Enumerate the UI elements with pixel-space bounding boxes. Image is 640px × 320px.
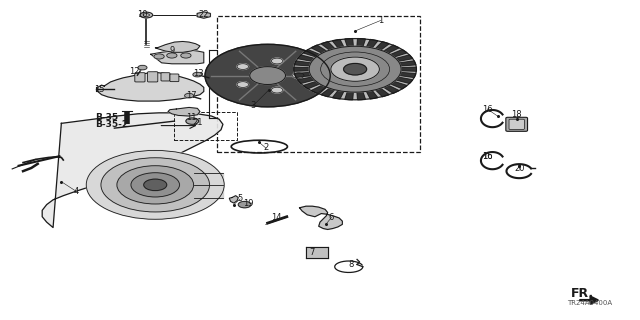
Circle shape <box>237 64 248 69</box>
Polygon shape <box>399 61 416 66</box>
Circle shape <box>205 44 330 107</box>
Polygon shape <box>303 82 320 89</box>
Text: 9: 9 <box>169 45 175 55</box>
Polygon shape <box>151 50 204 64</box>
Circle shape <box>180 53 191 58</box>
Circle shape <box>193 72 202 77</box>
Polygon shape <box>229 196 238 203</box>
Text: 21: 21 <box>192 118 203 127</box>
Text: 19: 19 <box>243 199 253 208</box>
Polygon shape <box>298 55 314 61</box>
Text: 8: 8 <box>348 260 353 269</box>
Circle shape <box>101 158 209 212</box>
Circle shape <box>271 58 283 64</box>
Text: 20: 20 <box>514 164 525 173</box>
Polygon shape <box>168 108 200 116</box>
Polygon shape <box>311 85 326 93</box>
Text: 14: 14 <box>271 213 282 222</box>
Circle shape <box>138 65 147 70</box>
FancyBboxPatch shape <box>135 73 145 82</box>
FancyBboxPatch shape <box>509 119 524 129</box>
Polygon shape <box>300 206 342 229</box>
Circle shape <box>167 53 177 58</box>
Polygon shape <box>294 61 311 66</box>
Text: 1: 1 <box>378 16 383 25</box>
FancyBboxPatch shape <box>170 74 179 82</box>
Polygon shape <box>42 113 223 228</box>
Polygon shape <box>311 45 326 53</box>
Text: 2: 2 <box>263 143 268 152</box>
Text: 13: 13 <box>193 69 204 78</box>
Polygon shape <box>345 92 353 100</box>
Polygon shape <box>197 12 211 18</box>
Text: 5: 5 <box>237 194 243 204</box>
Polygon shape <box>357 92 365 100</box>
Polygon shape <box>321 42 335 50</box>
FancyBboxPatch shape <box>506 117 527 131</box>
Polygon shape <box>367 40 378 48</box>
Bar <box>174 112 237 140</box>
Circle shape <box>250 67 285 84</box>
Polygon shape <box>333 91 344 99</box>
Text: 17: 17 <box>186 91 196 100</box>
Polygon shape <box>367 91 378 99</box>
Circle shape <box>292 73 304 78</box>
Text: 11: 11 <box>186 114 196 123</box>
Circle shape <box>294 39 417 100</box>
Polygon shape <box>376 42 389 50</box>
Circle shape <box>238 201 251 208</box>
Circle shape <box>184 93 193 98</box>
Text: B-35: B-35 <box>95 114 118 123</box>
Polygon shape <box>345 39 353 47</box>
Polygon shape <box>396 55 413 61</box>
Polygon shape <box>357 39 365 47</box>
Circle shape <box>131 173 179 197</box>
Text: 16: 16 <box>482 105 493 114</box>
Circle shape <box>144 179 167 191</box>
Text: 7: 7 <box>310 248 315 257</box>
Text: 16: 16 <box>482 152 493 161</box>
Polygon shape <box>333 40 344 48</box>
Text: 16: 16 <box>482 152 493 161</box>
Text: 4: 4 <box>74 187 79 196</box>
Polygon shape <box>401 67 416 71</box>
Circle shape <box>271 87 283 93</box>
Polygon shape <box>396 77 413 84</box>
Circle shape <box>331 57 380 81</box>
Circle shape <box>186 118 198 124</box>
Text: B-35-2: B-35-2 <box>95 120 129 130</box>
Circle shape <box>344 63 367 75</box>
Polygon shape <box>298 77 314 84</box>
Text: 10: 10 <box>137 10 148 19</box>
Polygon shape <box>390 50 407 57</box>
Circle shape <box>117 166 193 204</box>
Polygon shape <box>156 42 200 52</box>
Text: 3: 3 <box>250 101 255 110</box>
Polygon shape <box>384 45 399 53</box>
Polygon shape <box>399 73 416 77</box>
Text: TR24A0400A: TR24A0400A <box>567 300 612 306</box>
Text: FR.: FR. <box>571 286 594 300</box>
Text: 22: 22 <box>198 10 209 19</box>
Polygon shape <box>98 72 204 101</box>
Ellipse shape <box>140 12 153 18</box>
Polygon shape <box>376 88 389 97</box>
Text: 18: 18 <box>511 110 522 119</box>
Polygon shape <box>294 73 311 77</box>
Circle shape <box>86 150 224 219</box>
Bar <box>216 16 420 152</box>
Circle shape <box>237 82 248 87</box>
Polygon shape <box>303 50 320 57</box>
FancyBboxPatch shape <box>148 72 158 82</box>
Circle shape <box>154 54 164 59</box>
Text: 15: 15 <box>95 85 105 94</box>
Text: 12: 12 <box>129 67 140 76</box>
Polygon shape <box>294 67 309 71</box>
Text: 6: 6 <box>329 213 334 222</box>
Polygon shape <box>390 82 407 89</box>
Circle shape <box>309 46 401 92</box>
Polygon shape <box>384 85 399 93</box>
FancyBboxPatch shape <box>161 73 170 81</box>
Polygon shape <box>321 88 335 97</box>
